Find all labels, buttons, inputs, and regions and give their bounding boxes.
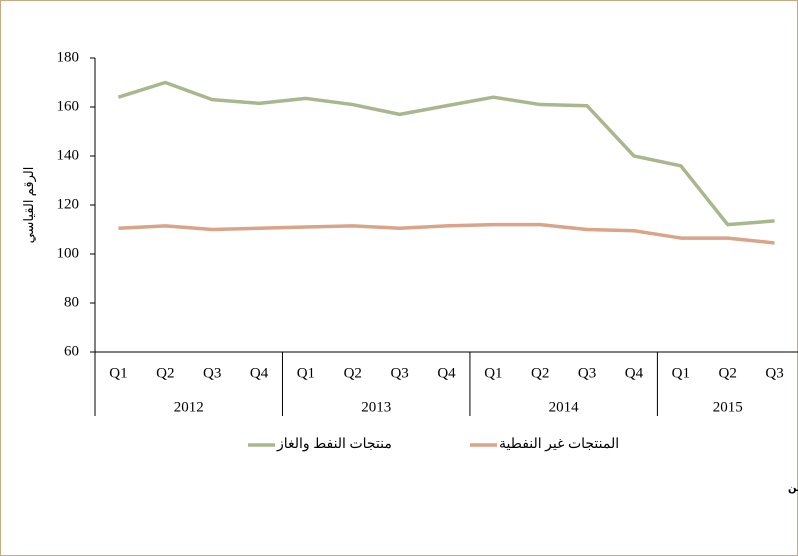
x-tick-label: Q4 <box>437 365 456 381</box>
x-tick-label: Q3 <box>765 365 783 381</box>
x-tick-label: Q3 <box>578 365 596 381</box>
series-line <box>117 80 775 227</box>
x-tick-label: Q1 <box>484 365 502 381</box>
legend-label: المنتجات غير النفطية <box>499 437 619 452</box>
x-tick-label: Q1 <box>297 365 315 381</box>
x-tick-label: Q1 <box>109 365 127 381</box>
y-tick-label: 100 <box>57 245 80 261</box>
x-tick-label: Q3 <box>203 365 221 381</box>
y-tick-label: 120 <box>57 196 80 212</box>
x-tick-label: Q2 <box>344 365 362 381</box>
x-tick-label: Q2 <box>719 365 737 381</box>
group-label: 2014 <box>549 399 580 415</box>
legend-label: منتجات النفط والغاز <box>276 437 392 452</box>
group-label: 2012 <box>174 399 204 415</box>
x-tick-label: Q1 <box>672 365 690 381</box>
x-tick-label: Q4 <box>250 365 269 381</box>
x-tick-label: Q3 <box>390 365 408 381</box>
group-label: 2013 <box>361 399 391 415</box>
y-tick-label: 180 <box>57 49 80 65</box>
x-tick-label: Q2 <box>156 365 174 381</box>
x-tick-label: Q2 <box>531 365 549 381</box>
x-tick-label: Q4 <box>625 365 644 381</box>
y-axis-label: الرقم القياسي <box>21 167 37 244</box>
group-label: 2015 <box>713 399 743 415</box>
y-tick-label: 60 <box>64 343 79 359</box>
y-tick-label: 80 <box>64 294 79 310</box>
source-note: المصدر: المركز الوطني للإحصاء والمعلومات… <box>788 481 798 494</box>
y-tick-label: 140 <box>57 147 80 163</box>
y-tick-label: 160 <box>57 98 80 114</box>
series-line <box>118 222 775 245</box>
